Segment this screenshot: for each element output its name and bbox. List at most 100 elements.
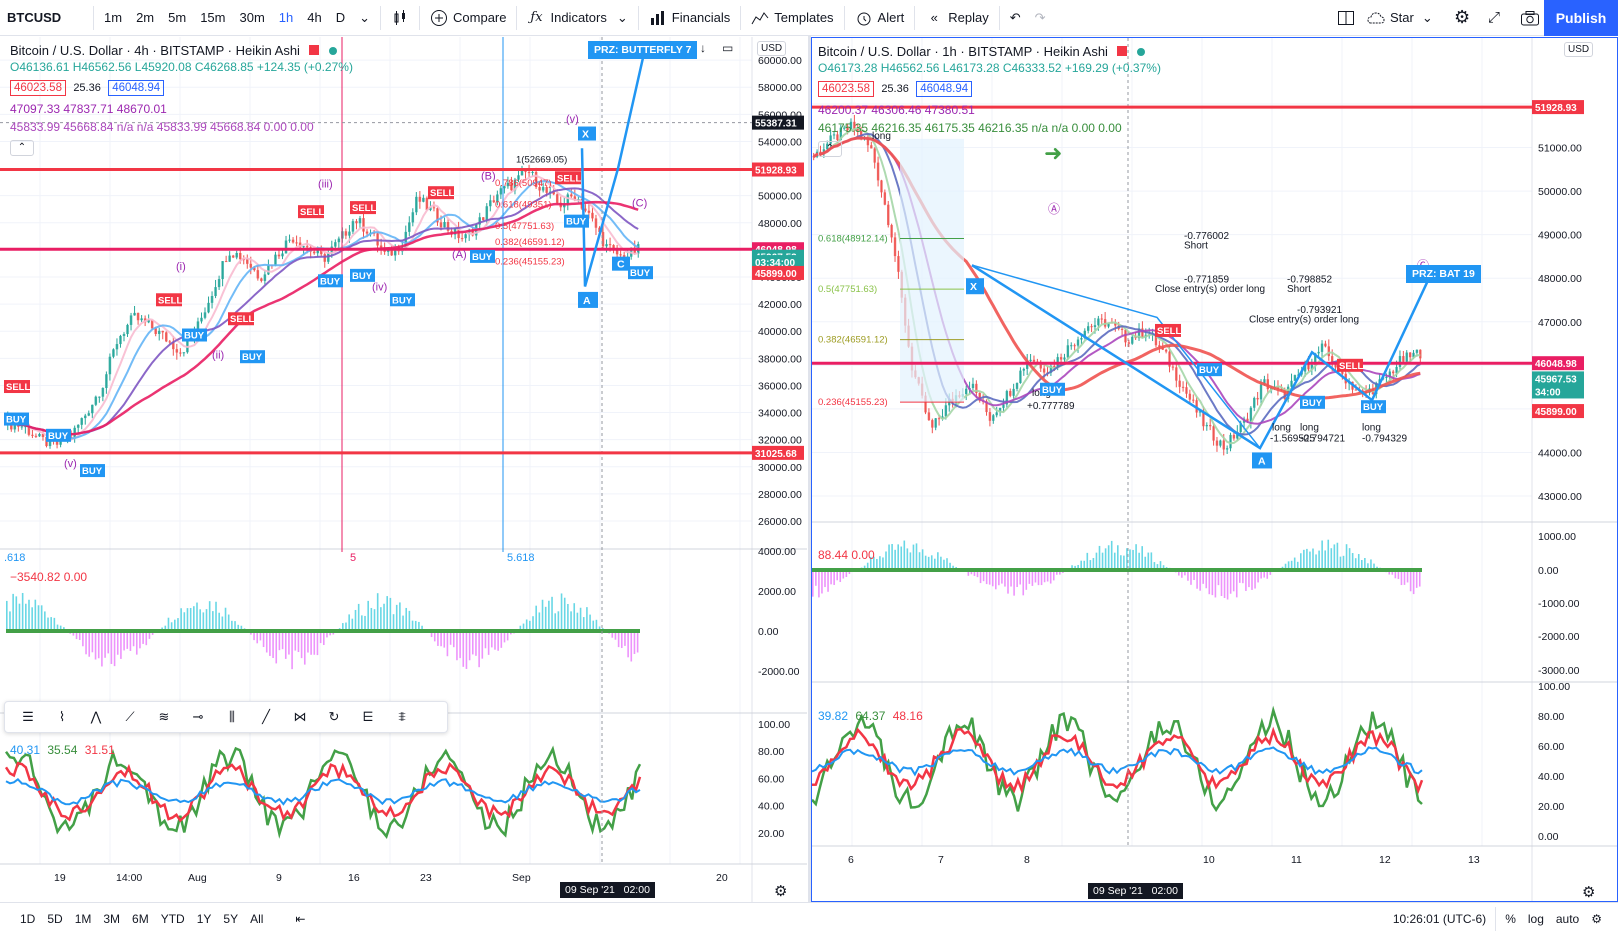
- star-button[interactable]: Star ⌄: [1360, 0, 1440, 36]
- oscillator-bar: [1364, 558, 1366, 570]
- left-currency-button[interactable]: USD: [757, 41, 787, 56]
- fib-channel-icon[interactable]: ⋿: [362, 709, 374, 724]
- right-currency-button[interactable]: USD: [1564, 42, 1594, 57]
- range-5y[interactable]: 5Y: [223, 911, 239, 926]
- candle-body: [1066, 345, 1070, 358]
- oscillator-bar: [1071, 565, 1073, 570]
- oscillator-bar: [1001, 570, 1003, 584]
- time-axis-tick: 8: [1024, 854, 1030, 866]
- interval-1h[interactable]: 1h: [278, 10, 294, 25]
- range-3m[interactable]: 3M: [103, 911, 121, 926]
- left-ask-box[interactable]: 46048.94: [108, 80, 165, 96]
- right-bid-box[interactable]: 46023.58: [818, 81, 874, 97]
- oscillator-bar: [1406, 570, 1409, 583]
- percent-toggle[interactable]: %: [1505, 911, 1516, 926]
- right-axis-settings-button[interactable]: ⚙: [1582, 884, 1596, 901]
- fullscreen-button[interactable]: ⤢: [1481, 0, 1507, 36]
- compare-button[interactable]: Compare: [423, 0, 513, 36]
- fib-level-label: 0.786(50947): [495, 178, 552, 189]
- right-symbol-title[interactable]: Bitcoin / U.S. Dollar · 1h · BITSTAMP · …: [818, 44, 1108, 59]
- replay-button[interactable]: « Replay: [918, 0, 995, 36]
- pane-divider[interactable]: [808, 36, 811, 902]
- range-6m[interactable]: 6M: [132, 911, 149, 926]
- alert-button[interactable]: Alert: [848, 0, 912, 36]
- templates-button[interactable]: Templates: [744, 0, 840, 36]
- interval-4h[interactable]: 4h: [307, 10, 322, 25]
- gann-fan-icon[interactable]: ⩨: [398, 709, 406, 724]
- xabcd-pattern-icon[interactable]: ⋈: [293, 709, 307, 724]
- interval-d[interactable]: D: [335, 10, 346, 25]
- oscillator-bar: [1229, 570, 1232, 594]
- left-bid-box[interactable]: 46023.58: [10, 80, 66, 96]
- publish-button[interactable]: Publish: [1544, 0, 1618, 36]
- candle-body: [256, 270, 260, 279]
- price-axis-tick: 48000.00: [1538, 273, 1582, 285]
- left-scroll-down-button[interactable]: ↓: [700, 41, 706, 55]
- layout-button[interactable]: [1330, 0, 1362, 36]
- trend-angle-icon[interactable]: ☰: [22, 709, 34, 724]
- interval-30m[interactable]: 30m: [239, 10, 265, 25]
- oscillator-bar: [1321, 540, 1323, 570]
- right-chart-canvas[interactable]: 52000.0051000.0050000.0049000.0048000.00…: [812, 38, 1618, 902]
- snapshot-button[interactable]: [1513, 0, 1547, 36]
- oscillator-bar: [1117, 545, 1119, 570]
- oscillator-bar: [1043, 570, 1046, 583]
- range-ytd[interactable]: YTD: [160, 911, 185, 926]
- left-maximize-button[interactable]: ▭: [722, 41, 734, 55]
- interval-dropdown[interactable]: ⌄: [352, 0, 377, 36]
- oscillator-bar: [167, 617, 170, 631]
- left-axis-settings-button[interactable]: ⚙: [774, 883, 788, 900]
- left-chart-pane[interactable]: 67000.0062000.0060000.0058000.0056000.00…: [0, 37, 807, 902]
- right-collapse-legend-button[interactable]: ⌃: [818, 141, 842, 157]
- interval-15m[interactable]: 15m: [200, 10, 226, 25]
- vertical-lines-icon[interactable]: ⫼: [229, 709, 235, 724]
- range-1d[interactable]: 1D: [20, 911, 36, 926]
- oscillator-bar: [370, 607, 373, 631]
- left-collapse-legend-button[interactable]: ⌃: [10, 140, 34, 156]
- elliott-wave-icon[interactable]: ⌇: [58, 709, 66, 724]
- oscillator-bar: [484, 631, 487, 649]
- range-5d[interactable]: 5D: [47, 911, 63, 926]
- candle-body: [545, 187, 548, 193]
- oscillator-bar: [1418, 570, 1421, 587]
- oscillator-bar: [541, 599, 544, 631]
- log-toggle[interactable]: log: [1527, 911, 1544, 926]
- right-prz-label[interactable]: PRZ: BAT 19: [1406, 265, 1481, 283]
- left-prz-label[interactable]: PRZ: BUTTERFLY 7: [588, 41, 698, 59]
- oscillator-bar: [193, 606, 195, 631]
- line-tool-icon[interactable]: ╱: [262, 709, 270, 724]
- wave-x-marker: [578, 126, 596, 141]
- symbol-search[interactable]: BTCUSD: [7, 10, 62, 25]
- range-1y[interactable]: 1Y: [196, 911, 212, 926]
- candle-body: [1090, 326, 1093, 328]
- abcd-pattern-icon[interactable]: ⋀: [90, 709, 102, 724]
- candle-body: [418, 196, 422, 202]
- undo-button[interactable]: ↶: [1003, 0, 1028, 36]
- go-to-date-button[interactable]: ⇤: [289, 912, 311, 926]
- interval-5m[interactable]: 5m: [168, 10, 187, 25]
- interval-1m[interactable]: 1m: [104, 10, 123, 25]
- auto-toggle[interactable]: auto: [1555, 911, 1580, 926]
- chart-type-button[interactable]: [384, 0, 416, 36]
- redo-button[interactable]: ↷: [1028, 0, 1053, 36]
- indicators-button[interactable]: ƒx Indicators ⌄: [520, 0, 634, 36]
- fib-spiral-icon[interactable]: ↻: [328, 709, 340, 724]
- ray-icon[interactable]: ⟋: [125, 709, 135, 724]
- oscillator-bar: [614, 631, 617, 640]
- left-chart-canvas[interactable]: 67000.0062000.0060000.0058000.0056000.00…: [0, 37, 807, 902]
- financials-button[interactable]: Financials: [642, 0, 738, 36]
- interval-2m[interactable]: 2m: [136, 10, 155, 25]
- range-1m[interactable]: 1M: [74, 911, 92, 926]
- left-symbol-title[interactable]: Bitcoin / U.S. Dollar · 4h · BITSTAMP · …: [10, 43, 300, 58]
- horizontal-line-icon[interactable]: ⊸: [192, 709, 204, 724]
- chart-settings-button[interactable]: ⚙: [1585, 912, 1608, 926]
- settings-button[interactable]: ⚙: [1447, 0, 1477, 36]
- right-chart-pane[interactable]: 52000.0051000.0050000.0049000.0048000.00…: [811, 37, 1618, 902]
- right-ask-box[interactable]: 46048.94: [916, 81, 973, 97]
- fib-retracement-icon[interactable]: ≋: [158, 709, 170, 724]
- oscillator-bar: [1144, 556, 1147, 570]
- sell-signal-box: [298, 205, 324, 219]
- range-all[interactable]: All: [250, 911, 264, 926]
- candle-body: [615, 248, 619, 255]
- osc-axis-tick: -1000.00: [1538, 598, 1580, 610]
